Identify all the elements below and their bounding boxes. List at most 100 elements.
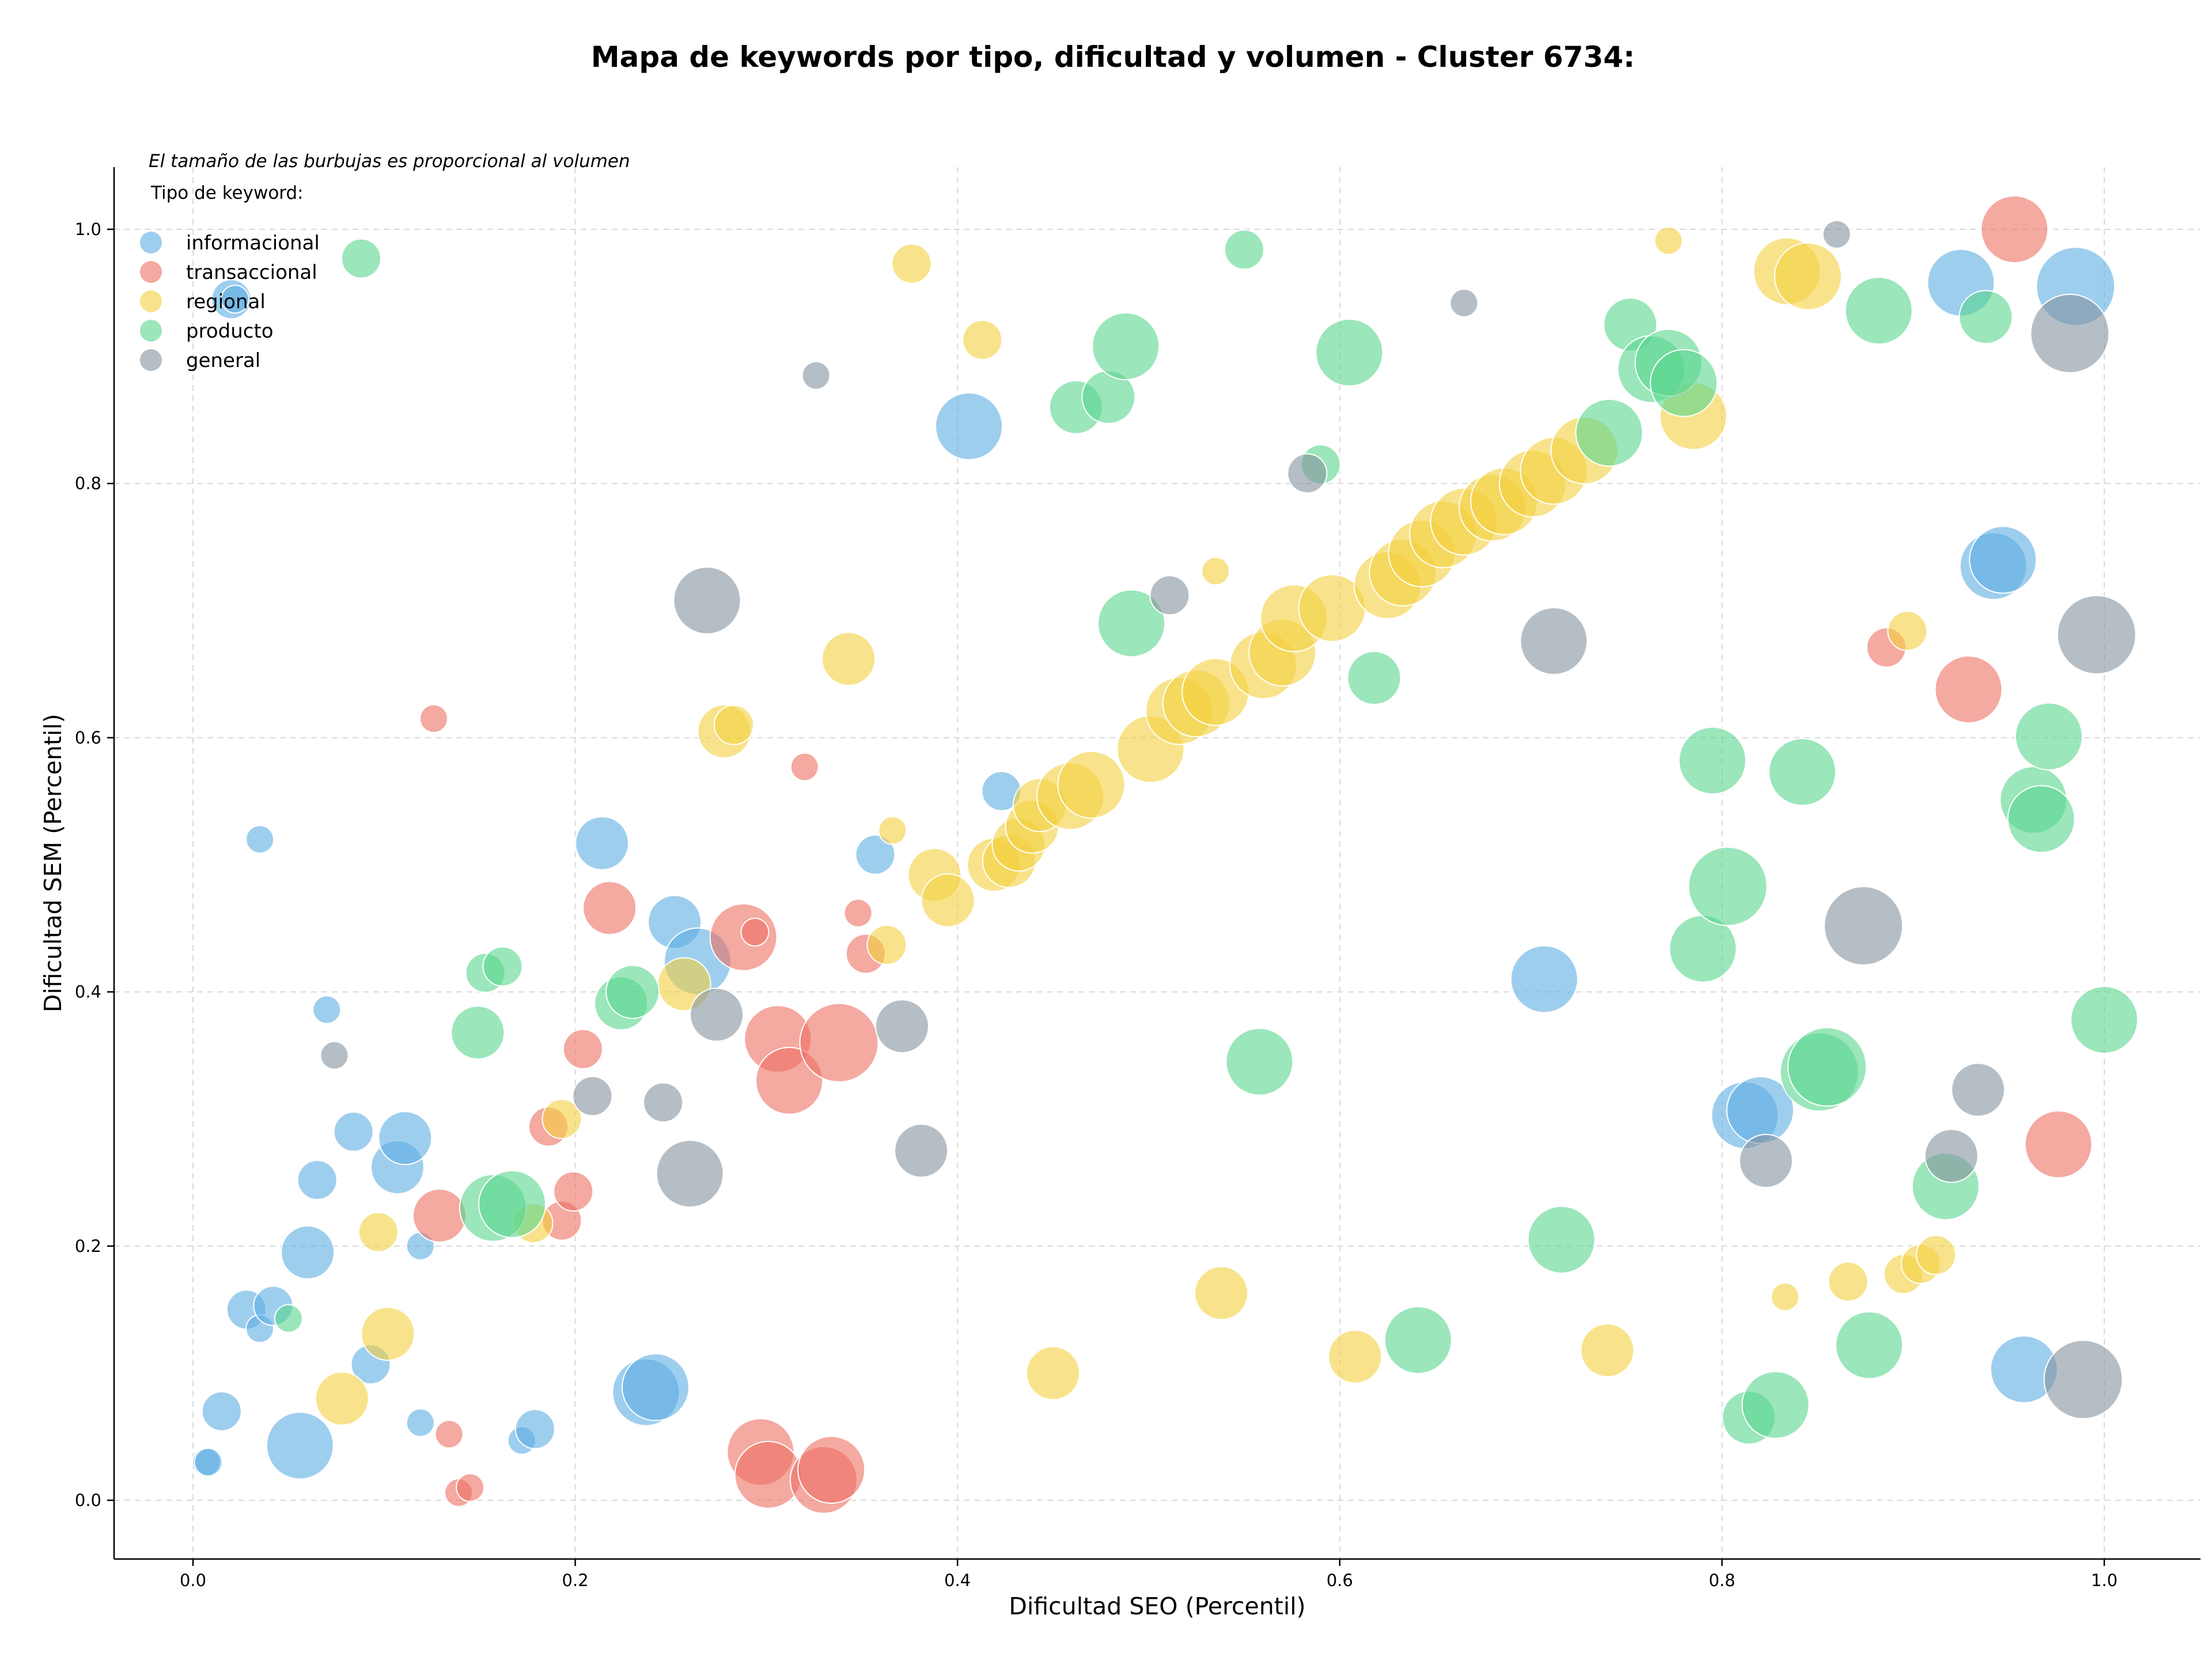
- bubble-regional: [891, 243, 932, 284]
- legend-item-informacional: informacional: [140, 232, 320, 255]
- x-tick-label: 0.2: [562, 1571, 589, 1590]
- bubble-general: [1449, 288, 1479, 317]
- bubble-regional: [315, 1371, 369, 1426]
- bubble-general: [1822, 220, 1851, 249]
- bubble-informacional: [266, 1412, 334, 1480]
- legend-marker: [140, 232, 162, 253]
- bubble-general: [1287, 453, 1328, 494]
- bubble-producto: [605, 964, 660, 1019]
- bubble-transaccional: [412, 1188, 467, 1243]
- bubble-producto: [1844, 277, 1913, 345]
- y-tick-label: 0.4: [75, 982, 101, 1002]
- x-tick-label: 0.4: [944, 1571, 971, 1590]
- bubble-general: [1951, 1062, 2005, 1117]
- x-tick-label: 0.0: [180, 1571, 206, 1590]
- bubble-size-note: El tamaño de las burbujas es proporciona…: [149, 151, 630, 172]
- y-tick-label: 0.2: [75, 1236, 101, 1256]
- bubble-informacional: [201, 1391, 242, 1432]
- bubble-producto: [1097, 589, 1166, 657]
- bubble-informacional: [194, 1447, 223, 1477]
- bubble-regional: [358, 1212, 399, 1253]
- bubble-transaccional: [434, 1420, 464, 1449]
- bubble-producto: [1575, 399, 1643, 467]
- bubble-producto: [1959, 290, 2013, 345]
- bubble-producto: [1315, 319, 1384, 387]
- bubble-producto: [1787, 1027, 1867, 1107]
- bubble-transaccional: [456, 1473, 485, 1502]
- legend-label: general: [186, 349, 260, 372]
- legend-label: transaccional: [186, 261, 317, 284]
- bubble-general: [2043, 1340, 2123, 1420]
- bubble-producto: [1347, 650, 1402, 705]
- legend-item-transaccional: transaccional: [140, 261, 317, 284]
- legend-item-regional: regional: [140, 290, 266, 313]
- y-tick-label: 0.0: [75, 1490, 101, 1510]
- legend-item-producto: producto: [140, 320, 274, 343]
- legend-marker: [140, 320, 162, 342]
- bubble-general: [1149, 575, 1190, 616]
- bubble-producto: [1384, 1306, 1452, 1374]
- legend-marker: [140, 349, 162, 371]
- bubble-producto: [1741, 1371, 1810, 1439]
- bubble-producto: [1224, 229, 1264, 270]
- bubble-informacional: [514, 1409, 555, 1450]
- series-transaccional: [412, 195, 2093, 1514]
- bubble-transaccional: [1980, 195, 2049, 263]
- bubble-regional: [866, 925, 907, 965]
- bubble-regional: [921, 873, 975, 928]
- legend-marker: [140, 290, 162, 312]
- y-tick-label: 1.0: [75, 220, 101, 239]
- bubble-regional: [1194, 1266, 1249, 1321]
- x-tick-label: 0.8: [1709, 1571, 1735, 1590]
- tick-layer: 0.0 0.2 0.4 0.6 0.8 1.0 0.0 0.2 0.4 0.6 0.8 1.0: [75, 220, 2118, 1590]
- bubble-producto: [341, 238, 381, 279]
- bubble-transaccional: [740, 917, 770, 947]
- bubble-general: [2030, 293, 2110, 373]
- bubble-informacional: [333, 1111, 374, 1152]
- bubble-general: [801, 361, 831, 390]
- bubble-regional: [1916, 1235, 1956, 1276]
- bubble-informacional: [406, 1408, 435, 1437]
- bubble-informacional: [1510, 945, 1578, 1013]
- bubble-regional: [1828, 1261, 1869, 1302]
- bubble-informacional: [297, 1160, 338, 1201]
- bubble-informacional: [245, 824, 275, 854]
- bubble-producto: [1835, 1311, 1903, 1379]
- legend: informacional transaccional regional produc…: [140, 232, 320, 372]
- legend-marker: [140, 261, 162, 283]
- series-general: [320, 220, 2137, 1420]
- bubble-transaccional: [797, 1436, 866, 1504]
- bubble-producto: [2007, 785, 2075, 853]
- bubble-transaccional: [1934, 655, 2003, 724]
- y-tick-label: 0.6: [75, 728, 101, 747]
- bubble-transaccional: [799, 1002, 879, 1083]
- bubble-general: [875, 999, 929, 1054]
- legend-label: regional: [186, 290, 266, 313]
- bubble-transaccional: [2024, 1110, 2093, 1179]
- bubble-producto: [2014, 702, 2083, 771]
- bubble-general: [894, 1123, 949, 1178]
- bubble-general: [643, 1082, 684, 1123]
- legend-title: Tipo de keyword:: [150, 183, 304, 203]
- bubble-regional: [962, 319, 1003, 360]
- bubble-producto: [478, 1170, 547, 1238]
- y-axis-label: Dificultad SEM (Percentil): [39, 714, 67, 1012]
- bubble-regional: [1201, 557, 1230, 586]
- bubble-informacional: [622, 1353, 690, 1421]
- bubble-informacional: [855, 834, 896, 875]
- bubble-general: [656, 1140, 724, 1208]
- bubble-transaccional: [553, 1171, 594, 1212]
- bubble-regional: [1654, 226, 1683, 255]
- bubble-producto: [1092, 312, 1160, 380]
- bubble-general: [572, 1076, 613, 1117]
- bubble-transaccional: [419, 704, 449, 733]
- bubble-layer: [192, 195, 2138, 1514]
- bubble-general: [673, 566, 741, 635]
- legend-label: producto: [186, 320, 274, 343]
- series-producto: [274, 229, 2138, 1445]
- bubble-regional: [1887, 611, 1928, 652]
- bubble-producto: [1225, 1027, 1294, 1096]
- legend-label: informacional: [186, 232, 320, 255]
- bubble-producto: [450, 1005, 505, 1060]
